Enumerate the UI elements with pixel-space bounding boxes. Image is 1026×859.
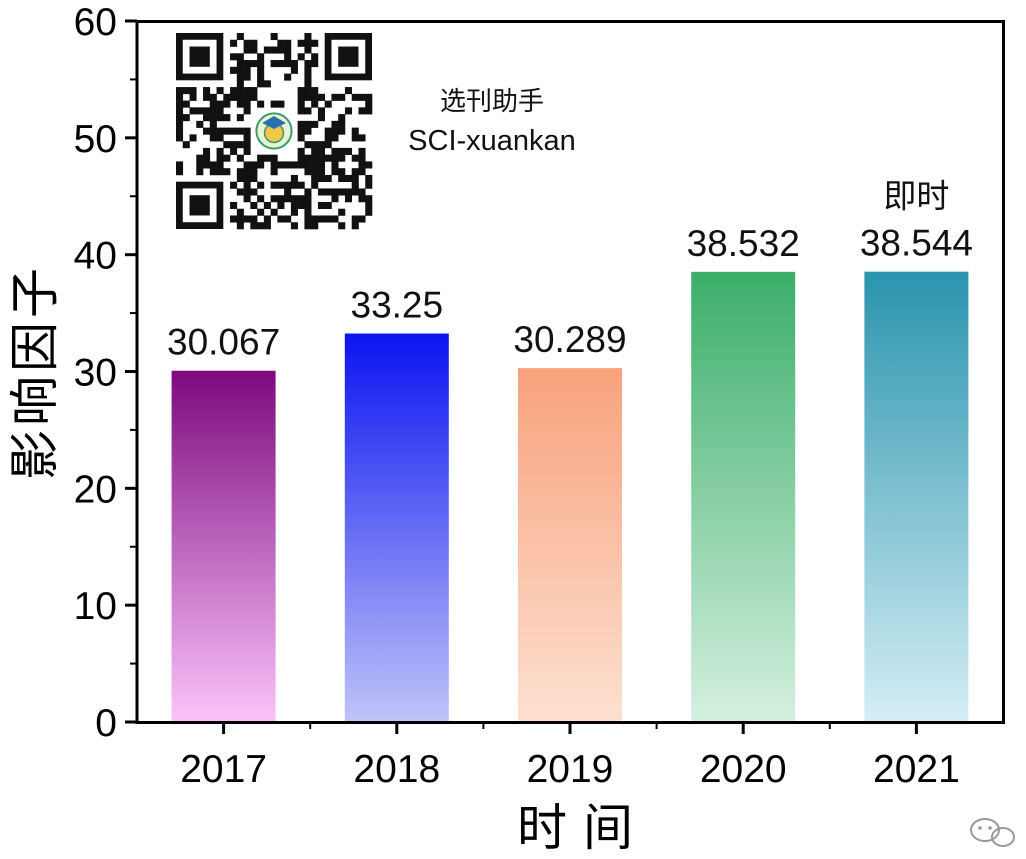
- x-axis-ticks: 2017 2018 2019 2020 2021: [180, 722, 960, 791]
- y-tick-label-10: 10: [74, 585, 117, 628]
- bar-2020: [691, 271, 796, 722]
- x-tick-label-2019: 2019: [527, 748, 614, 791]
- y-tick-label-30: 30: [74, 352, 117, 395]
- bar-series: 30.067 33.25 30.289 38.532 38.544 即时: [167, 177, 973, 722]
- x-axis-title: 时 间: [517, 799, 633, 857]
- x-tick-label-2021: 2021: [873, 748, 960, 791]
- y-tick-label-60: 60: [74, 1, 117, 44]
- y-tick-label-20: 20: [74, 468, 117, 511]
- bar-value-label-2021: 38.544: [860, 223, 973, 264]
- bar-value-label-2020: 38.532: [687, 223, 800, 264]
- bar-value-label-2019: 30.289: [513, 319, 626, 360]
- qr-code-icon: [176, 33, 373, 230]
- x-tick-label-2018: 2018: [353, 748, 440, 791]
- x-tick-label-2017: 2017: [180, 748, 267, 791]
- y-tick-label-50: 50: [74, 118, 117, 161]
- wechat-logo-icon: [970, 818, 1015, 847]
- x-tick-label-2020: 2020: [700, 748, 787, 791]
- y-tick-label-40: 40: [74, 235, 117, 278]
- y-axis-ticks: 0 10 20 30 40 50 60: [74, 1, 137, 745]
- annotation-2021: 即时: [883, 177, 949, 216]
- y-tick-label-0: 0: [95, 702, 117, 745]
- bar-2017: [171, 370, 276, 722]
- y-axis-title: 影响因子: [6, 264, 64, 480]
- watermark-subtitle: SCI-xuankan: [408, 125, 576, 157]
- bar-value-label-2017: 30.067: [167, 322, 280, 363]
- bar-value-label-2018: 33.25: [351, 285, 444, 326]
- bar-2019: [518, 368, 622, 722]
- bar-2018: [344, 333, 449, 722]
- bar-2021: [864, 271, 969, 722]
- watermark-title: 选刊助手: [440, 87, 544, 117]
- watermark: 选刊助手 SCI-xuankan: [176, 33, 576, 230]
